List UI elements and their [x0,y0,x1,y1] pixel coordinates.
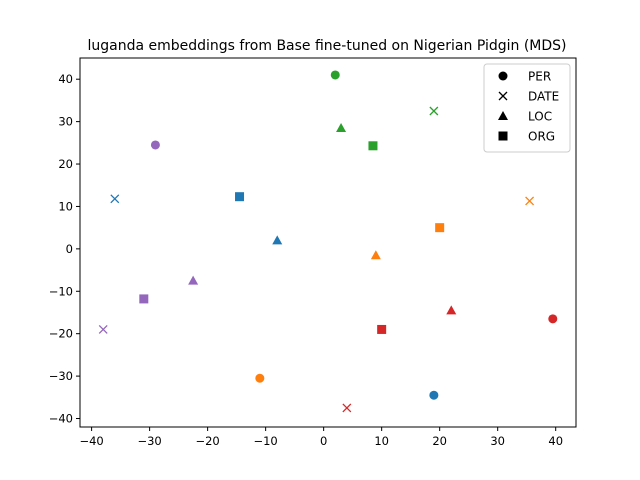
data-point-square [435,223,445,233]
legend-label: PER [528,70,551,84]
y-tick-label: −30 [49,369,73,383]
legend-label: LOC [528,110,552,124]
y-tick-label: −40 [49,412,73,426]
data-point-x [525,196,535,206]
data-point-triangle [336,122,347,132]
data-point-x [342,403,352,413]
data-point-circle [255,373,265,383]
legend-label: DATE [528,90,559,104]
data-point-square [368,141,378,151]
legend-marker-x [498,91,508,101]
legend-label: ORG [528,130,555,144]
data-point-x [110,194,120,204]
legend-marker-square [498,131,508,141]
legend-marker-circle [498,71,508,81]
x-tick-label: 40 [548,434,563,448]
axes-frame [79,57,577,428]
x-tick-label: 0 [320,434,327,448]
y-tick-label: −10 [49,284,73,298]
x-tick-label: −10 [253,434,277,448]
data-point-square [377,324,387,334]
data-point-triangle [188,275,199,285]
y-tick-label: 0 [66,242,73,256]
data-point-square [139,294,149,304]
data-point-circle [150,140,160,150]
x-tick-label: −40 [79,434,103,448]
x-tick-label: 30 [490,434,505,448]
legend: PER DATE LOC ORG [483,63,571,153]
plot-area: −40 −30 −20 −10 0 10 20 30 40 −40 −30 −20 −10 0 10 20 30… [49,57,577,448]
legend-marker-triangle [498,111,508,120]
y-tick-label: 40 [58,72,73,86]
chart-title: luganda embeddings from Base fine-tuned … [87,38,566,54]
data-point-triangle [272,235,283,245]
x-tick-label: 10 [374,434,389,448]
data-point-x [98,324,108,334]
data-point-x [429,106,439,116]
data-point-circle [548,314,558,324]
y-tick-label: −20 [49,327,73,341]
data-point-triangle [446,305,457,315]
y-tick-label: 30 [58,115,73,129]
data-point-square [235,192,245,202]
legend-box [483,63,571,153]
data-point-circle [330,70,340,80]
x-tick-label: −30 [137,434,161,448]
y-tick-label: 10 [58,199,73,213]
x-tick-label: −20 [195,434,219,448]
data-point-triangle [370,250,381,260]
x-tick-label: 20 [432,434,447,448]
data-point-circle [429,390,439,400]
y-tick-label: 20 [58,157,73,171]
